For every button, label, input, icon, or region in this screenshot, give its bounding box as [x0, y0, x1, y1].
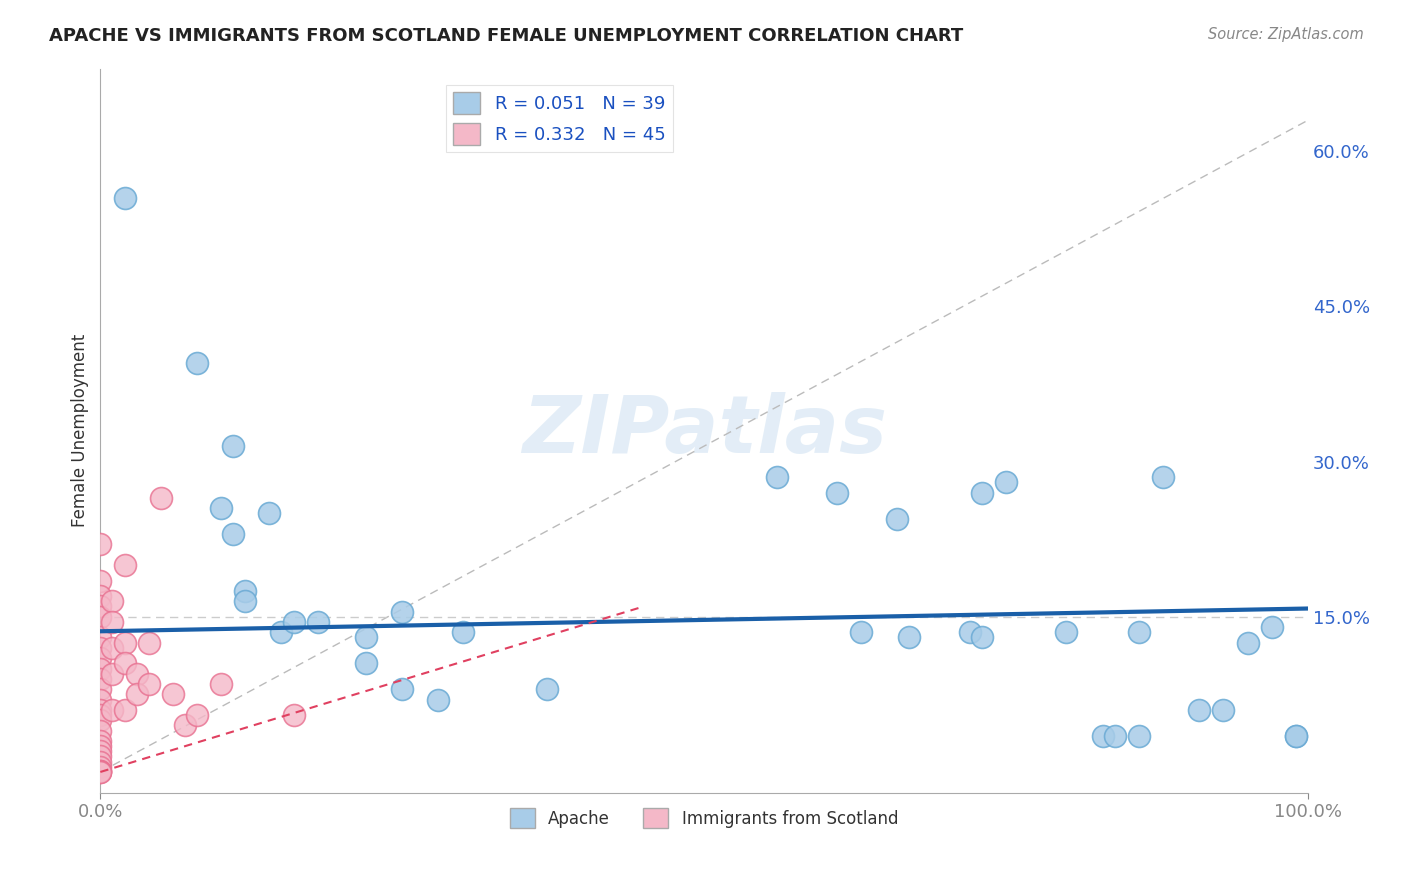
- Point: [1104, 729, 1126, 743]
- Point: [89, 734, 111, 748]
- Point: [89, 661, 111, 675]
- Point: [89, 574, 111, 588]
- Point: [89, 651, 111, 665]
- Point: [125, 687, 148, 701]
- Text: Source: ZipAtlas.com: Source: ZipAtlas.com: [1208, 27, 1364, 42]
- Point: [89, 609, 111, 624]
- Point: [354, 631, 377, 645]
- Point: [536, 682, 558, 697]
- Point: [89, 744, 111, 758]
- Point: [1260, 620, 1282, 634]
- Text: ZIPatlas: ZIPatlas: [522, 392, 887, 469]
- Point: [970, 631, 993, 645]
- Point: [89, 749, 111, 764]
- Point: [259, 506, 281, 520]
- Point: [89, 760, 111, 774]
- Point: [89, 713, 111, 727]
- Point: [1188, 703, 1211, 717]
- Point: [89, 708, 111, 723]
- Point: [89, 537, 111, 551]
- Point: [283, 708, 305, 723]
- Point: [89, 739, 111, 753]
- Point: [114, 558, 136, 572]
- Point: [89, 764, 111, 778]
- Y-axis label: Female Unemployment: Female Unemployment: [72, 334, 89, 527]
- Point: [391, 605, 413, 619]
- Point: [970, 485, 993, 500]
- Point: [149, 491, 172, 505]
- Point: [233, 583, 256, 598]
- Point: [270, 625, 292, 640]
- Point: [307, 615, 329, 629]
- Point: [114, 191, 136, 205]
- Point: [101, 594, 124, 608]
- Point: [89, 764, 111, 778]
- Point: [138, 635, 160, 649]
- Point: [89, 682, 111, 697]
- Point: [233, 594, 256, 608]
- Point: [138, 677, 160, 691]
- Point: [114, 703, 136, 717]
- Point: [1212, 703, 1234, 717]
- Point: [391, 682, 413, 697]
- Point: [89, 755, 111, 769]
- Point: [354, 657, 377, 671]
- Point: [114, 657, 136, 671]
- Point: [849, 625, 872, 640]
- Point: [1054, 625, 1077, 640]
- Point: [1128, 729, 1150, 743]
- Point: [1091, 729, 1114, 743]
- Point: [89, 672, 111, 686]
- Point: [222, 439, 245, 453]
- Point: [209, 677, 232, 691]
- Point: [101, 703, 124, 717]
- Point: [1128, 625, 1150, 640]
- Point: [186, 356, 208, 370]
- Point: [451, 625, 474, 640]
- Point: [825, 485, 848, 500]
- Text: APACHE VS IMMIGRANTS FROM SCOTLAND FEMALE UNEMPLOYMENT CORRELATION CHART: APACHE VS IMMIGRANTS FROM SCOTLAND FEMAL…: [49, 27, 963, 45]
- Point: [222, 527, 245, 541]
- Point: [101, 640, 124, 655]
- Point: [89, 631, 111, 645]
- Point: [886, 511, 908, 525]
- Point: [173, 718, 195, 732]
- Point: [89, 599, 111, 614]
- Point: [162, 687, 184, 701]
- Point: [101, 615, 124, 629]
- Point: [995, 475, 1018, 490]
- Point: [283, 615, 305, 629]
- Point: [1285, 729, 1308, 743]
- Point: [959, 625, 981, 640]
- Point: [1152, 470, 1174, 484]
- Point: [186, 708, 208, 723]
- Point: [125, 666, 148, 681]
- Point: [89, 703, 111, 717]
- Legend: Apache, Immigrants from Scotland: Apache, Immigrants from Scotland: [503, 801, 905, 835]
- Point: [1236, 635, 1258, 649]
- Point: [89, 640, 111, 655]
- Point: [765, 470, 787, 484]
- Point: [209, 501, 232, 516]
- Point: [89, 764, 111, 779]
- Point: [89, 692, 111, 706]
- Point: [101, 666, 124, 681]
- Point: [114, 635, 136, 649]
- Point: [89, 764, 111, 779]
- Point: [89, 723, 111, 738]
- Point: [427, 692, 450, 706]
- Point: [89, 589, 111, 603]
- Point: [1285, 729, 1308, 743]
- Point: [898, 631, 921, 645]
